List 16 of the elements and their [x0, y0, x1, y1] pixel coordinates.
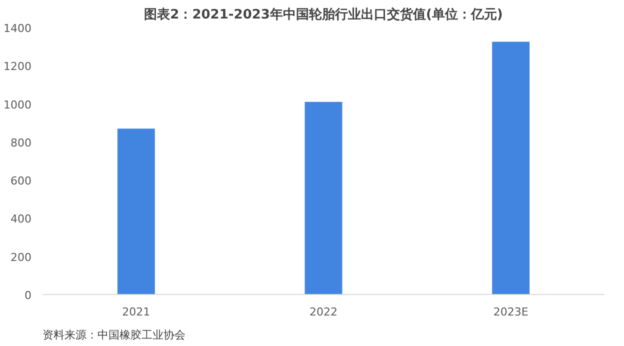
y-tick-label: 0	[24, 289, 32, 302]
x-tick-label: 2021	[122, 306, 150, 318]
x-tick-label: 2022	[310, 306, 338, 318]
bar	[304, 102, 342, 294]
chart-title: 图表2：2021-2023年中国轮胎行业出口交货值(单位：亿元)	[144, 6, 503, 22]
y-tick-label: 200	[10, 250, 32, 264]
y-tick-label: 1400	[4, 22, 32, 35]
x-tick-label: 2023E	[493, 306, 528, 318]
y-tick-label: 600	[10, 174, 32, 188]
y-tick-label: 1200	[4, 60, 32, 74]
y-tick-label: 1000	[4, 98, 32, 112]
y-tick-label: 800	[10, 136, 32, 150]
bar	[492, 42, 530, 294]
y-tick-label: 400	[10, 212, 32, 226]
bar	[117, 128, 155, 294]
text: 资料来源：中国橡胶工业协会	[42, 328, 186, 342]
